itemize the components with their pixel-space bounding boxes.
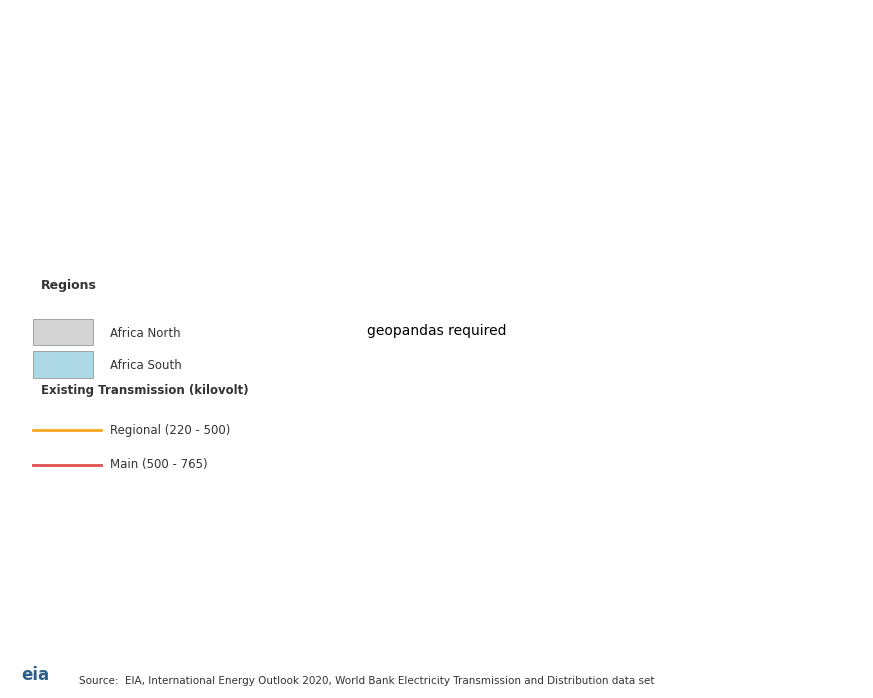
Text: Regions: Regions bbox=[41, 279, 97, 292]
Text: Source:  EIA, International Energy Outlook 2020, World Bank Electricity Transmis: Source: EIA, International Energy Outloo… bbox=[79, 676, 654, 686]
Text: Africa South: Africa South bbox=[110, 359, 182, 372]
Text: Main (500 - 765): Main (500 - 765) bbox=[110, 459, 208, 471]
FancyBboxPatch shape bbox=[7, 276, 307, 519]
FancyBboxPatch shape bbox=[32, 318, 93, 345]
Text: Existing Transmission (kilovolt): Existing Transmission (kilovolt) bbox=[41, 384, 249, 397]
FancyBboxPatch shape bbox=[32, 352, 93, 378]
Text: Africa North: Africa North bbox=[110, 327, 181, 340]
Text: Regional (220 - 500): Regional (220 - 500) bbox=[110, 424, 230, 437]
Text: eia: eia bbox=[21, 667, 49, 684]
Text: geopandas required: geopandas required bbox=[367, 324, 506, 338]
